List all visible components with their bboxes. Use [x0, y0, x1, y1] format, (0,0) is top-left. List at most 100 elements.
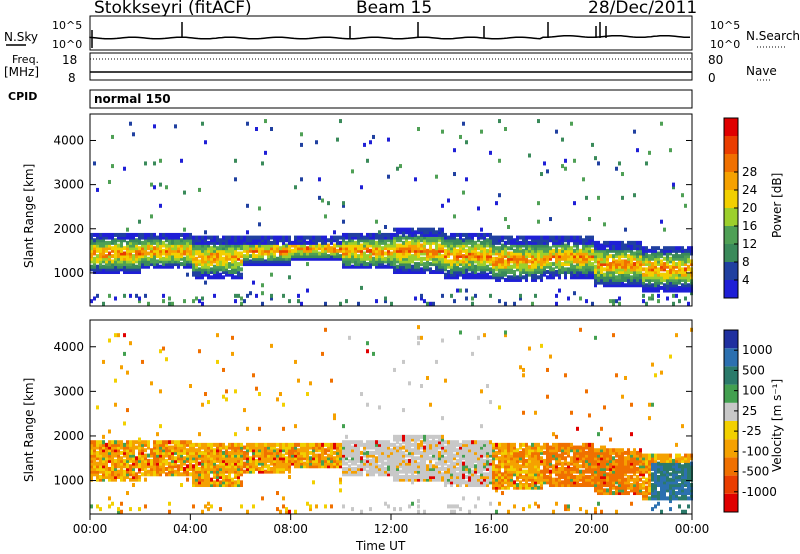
heat-cell [435, 174, 438, 179]
heat-cell [432, 259, 435, 264]
heat-cell [681, 193, 684, 198]
heat-cell [117, 270, 120, 275]
heat-cell [144, 259, 147, 264]
heat-cell [642, 288, 645, 293]
heat-cell [423, 264, 426, 269]
heat-cell [240, 267, 243, 272]
heat-cell [456, 267, 459, 272]
heat-cell [234, 469, 237, 474]
heat-cell [462, 232, 465, 237]
heat-cell [576, 243, 579, 248]
heat-cell [261, 238, 264, 243]
heat-cell [171, 243, 174, 248]
heat-cell [108, 254, 111, 259]
heat-cell [435, 442, 438, 447]
heat-cell [375, 445, 378, 450]
heat-cell [144, 240, 147, 245]
heat-cell [351, 445, 354, 450]
heat-cell [375, 466, 378, 471]
heat-cell [165, 262, 168, 267]
heat-cell [537, 201, 540, 206]
heat-cell [285, 507, 288, 512]
heat-cell [99, 240, 102, 245]
heat-cell [345, 434, 348, 439]
heat-cell [669, 288, 672, 293]
heat-cell [126, 246, 129, 251]
heat-cell [111, 440, 114, 445]
heat-cell [483, 461, 486, 466]
heat-cell [285, 254, 288, 259]
heat-cell [252, 456, 255, 461]
heat-cell [450, 464, 453, 469]
heat-cell [348, 235, 351, 240]
heat-cell [516, 477, 519, 482]
heat-cell [342, 264, 345, 269]
heat-cell [300, 246, 303, 251]
heat-cell [552, 272, 555, 277]
heat-cell [489, 450, 492, 455]
heat-cell [441, 246, 444, 251]
heat-cell [423, 450, 426, 455]
heat-cell [630, 240, 633, 245]
heat-cell [375, 448, 378, 453]
heat-cell [288, 251, 291, 256]
heat-cell [345, 246, 348, 251]
heat-cell [372, 232, 375, 237]
heat-cell [606, 272, 609, 277]
heat-cell [471, 442, 474, 447]
heat-cell [654, 272, 657, 277]
heat-cell [330, 246, 333, 251]
heat-cell [180, 464, 183, 469]
heat-cell [132, 267, 135, 272]
heat-cell [579, 256, 582, 261]
heat-cell [402, 240, 405, 245]
heat-cell [474, 480, 477, 485]
heat-cell [114, 442, 117, 447]
heat-cell [246, 458, 249, 463]
heat-cell [408, 469, 411, 474]
heat-cell [294, 450, 297, 455]
heat-cell [297, 254, 300, 259]
heat-cell [546, 248, 549, 253]
heat-cell [177, 264, 180, 269]
heat-cell [159, 248, 162, 253]
heat-cell [318, 445, 321, 450]
heat-cell [231, 254, 234, 259]
heat-cell [450, 466, 453, 471]
heat-cell [447, 235, 450, 240]
heat-cell [624, 275, 627, 280]
heat-cell [153, 251, 156, 256]
heat-cell [294, 248, 297, 253]
heat-cell [240, 472, 243, 477]
heat-cell [495, 485, 498, 490]
radar-title: Stokkseyri (fitACF) [94, 0, 252, 18]
heat-cell [237, 458, 240, 463]
heat-cell [183, 448, 186, 453]
heat-cell [306, 248, 309, 253]
heat-cell [399, 164, 402, 169]
heat-cell [516, 469, 519, 474]
heat-cell [495, 466, 498, 471]
heat-cell [99, 469, 102, 474]
heat-cell [525, 264, 528, 269]
heat-cell [522, 485, 525, 490]
heat-cell [462, 464, 465, 469]
heat-cell [345, 248, 348, 253]
heat-cell [240, 464, 243, 469]
heat-cell [342, 235, 345, 240]
heat-cell [111, 238, 114, 243]
heat-cell [159, 243, 162, 248]
heat-cell [450, 240, 453, 245]
heat-cell [279, 256, 282, 261]
heat-cell [423, 267, 426, 272]
heat-cell [294, 442, 297, 447]
heat-cell [240, 254, 243, 259]
heat-cell [399, 461, 402, 466]
heat-cell [261, 456, 264, 461]
heat-cell [522, 474, 525, 479]
heat-cell [615, 262, 618, 267]
heat-cell [132, 472, 135, 477]
heat-cell [435, 251, 438, 256]
heat-cell [342, 248, 345, 253]
heat-cell [504, 301, 507, 306]
